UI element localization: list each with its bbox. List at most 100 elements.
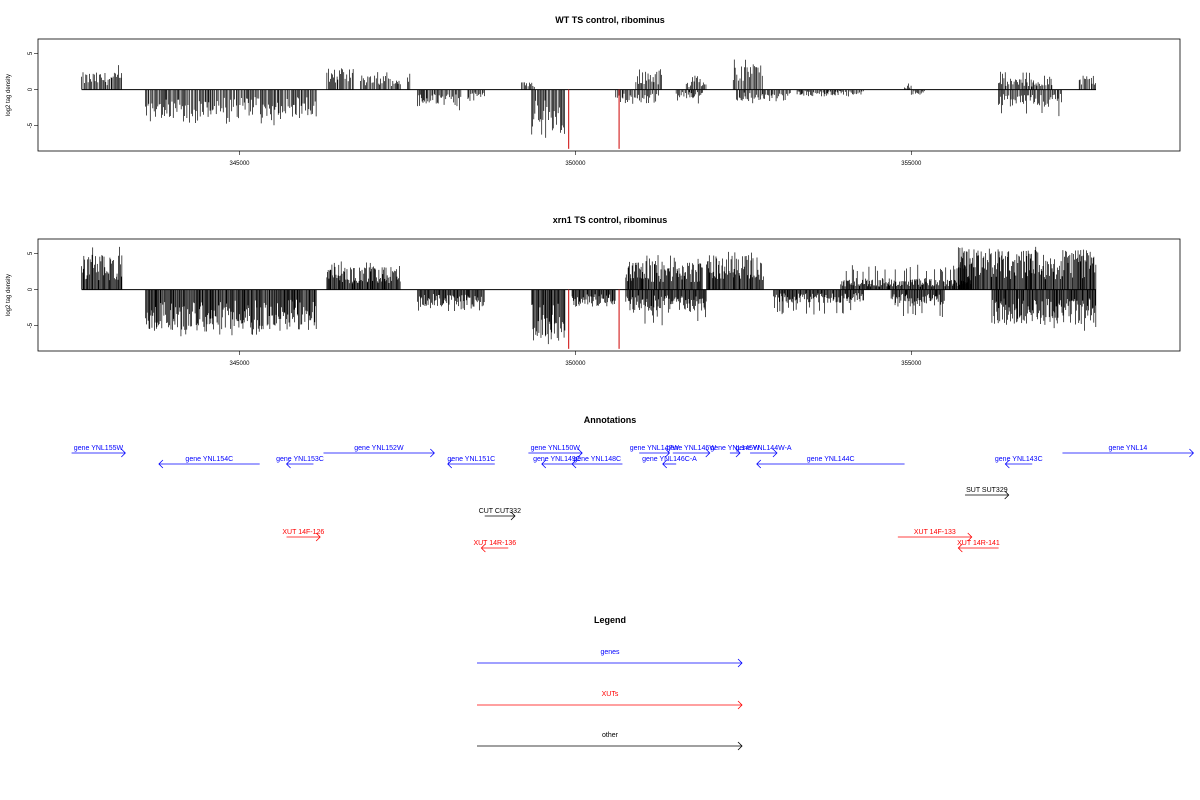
wt-panel-title: WT TS control, ribominus: [555, 15, 665, 25]
arrow-head: [480, 543, 486, 553]
annotation-feature: SUT SUT329: [965, 487, 1010, 500]
y-tick-label: 0: [28, 287, 34, 291]
y-tick-label: 5: [28, 51, 34, 55]
annotation-feature: gene YNL146C-A: [642, 456, 697, 469]
annotation-feature: gene YNL147W: [630, 445, 680, 458]
wt-track-panel: WT TS control, ribominus log2 tag densit…: [6, 15, 1181, 167]
y-tick-label: 5: [28, 251, 34, 255]
arrow-head: [705, 448, 711, 458]
annotation-feature: gene YNL144C: [756, 456, 905, 469]
legend-label: XUTs: [602, 691, 619, 698]
x-tick-label: 345000: [230, 161, 251, 167]
annotation-feature: gene YNL145W: [710, 445, 760, 458]
feature-label: gene YNL144C: [807, 456, 855, 463]
density-bars: [81, 246, 1097, 345]
legend-label: genes: [600, 649, 620, 656]
arrow-head: [737, 658, 743, 668]
legend-title: Legend: [594, 615, 626, 625]
arrow-head: [737, 741, 743, 751]
feature-label: gene YNL145W: [710, 445, 760, 452]
feature-label: gene YNL153C: [276, 456, 324, 463]
feature-label: gene YNL149C: [533, 456, 581, 463]
arrow-head: [158, 459, 164, 469]
density-bars: [81, 59, 1096, 138]
arrow-head: [662, 459, 668, 469]
feature-label: gene YNL155W: [74, 445, 124, 452]
arrow-head: [285, 459, 291, 469]
feature-label: XUT 14F-126: [282, 529, 324, 536]
arrow-head: [510, 511, 516, 521]
x-tick-label: 350000: [565, 161, 586, 167]
annotation-feature: CUT CUT332: [479, 508, 521, 521]
y-tick-label: -5: [28, 322, 34, 328]
feature-label: gene YNL143C: [995, 456, 1043, 463]
x-tick-label: 345000: [230, 361, 251, 367]
feature-label: CUT CUT332: [479, 508, 521, 515]
annotation-feature: gene YNL155W: [71, 445, 126, 458]
feature-label: gene YNL152W: [354, 445, 404, 452]
feature-label: gene YNL14: [1109, 445, 1148, 452]
feature-label: gene YNL154C: [185, 456, 233, 463]
annotation-feature: gene YNL148C: [571, 456, 623, 469]
xrn1-track-panel: xrn1 TS control, ribominus log2 tag dens…: [6, 215, 1181, 367]
x-tick-label: 355000: [901, 161, 922, 167]
annotation-feature: XUT 14R-136: [473, 540, 516, 553]
legend-item: genes: [477, 649, 743, 668]
y-tick-label: -5: [28, 122, 34, 128]
legend-item: XUTs: [477, 691, 743, 710]
arrow-head: [430, 448, 435, 458]
feature-label: gene YNL146C-A: [642, 456, 697, 463]
arrow-head: [571, 459, 577, 469]
arrow-head: [121, 448, 126, 458]
feature-label: gene YNL148C: [573, 456, 621, 463]
annotation-feature: XUT 14F-133: [897, 529, 973, 542]
feature-label: gene YNL150W: [531, 445, 581, 452]
arrow-head: [665, 448, 671, 458]
annotation-feature: XUT 14F-126: [282, 529, 324, 542]
x-tick-label: 350000: [565, 361, 586, 367]
x-tick-label: 355000: [901, 361, 922, 367]
arrow-head: [735, 448, 741, 458]
plot-frame: [37, 38, 1181, 152]
xrn1-panel-title: xrn1 TS control, ribominus: [553, 215, 668, 225]
feature-label: SUT SUT329: [966, 487, 1008, 494]
y-tick-label: 0: [28, 87, 34, 91]
annotation-feature: XUT 14R-141: [957, 540, 1000, 553]
feature-label: XUT 14R-141: [957, 540, 1000, 547]
annotation-feature: gene YNL152W: [323, 445, 435, 458]
annotation-feature: gene YNL14: [1062, 445, 1195, 458]
annotation-feature: gene YNL146W: [667, 445, 717, 458]
feature-label: gene YNL146W: [667, 445, 717, 452]
annotation-feature: gene YNL144W-A: [735, 445, 792, 458]
legend-panel: Legend genes XUTs other: [477, 615, 743, 751]
feature-label: XUT 14F-133: [914, 529, 956, 536]
annotation-feature: gene YNL154C: [158, 456, 260, 469]
feature-label: XUT 14R-136: [473, 540, 516, 547]
annotation-feature: gene YNL150W: [528, 445, 583, 458]
annotation-feature: gene YNL143C: [995, 456, 1043, 469]
plot-frame: [37, 238, 1181, 352]
annotations-panel: Annotations gene YNL155W gene YNL154C gene…: [71, 415, 1195, 553]
arrow-head: [447, 459, 453, 469]
arrow-head: [967, 532, 973, 542]
annotations-title: Annotations: [584, 415, 637, 425]
arrow-head: [737, 700, 743, 710]
arrow-head: [1004, 490, 1010, 500]
legend-label: other: [602, 732, 619, 739]
arrow-head: [1004, 459, 1010, 469]
legend-item: other: [477, 732, 743, 751]
arrow-head: [541, 459, 547, 469]
arrow-head: [756, 459, 762, 469]
annotation-feature: gene YNL149C: [533, 456, 581, 469]
arrow-head: [577, 448, 583, 458]
wt-y-axis-label: log2 tag density: [6, 74, 12, 116]
feature-label: gene YNL151C: [447, 456, 495, 463]
annotation-feature: gene YNL151C: [447, 456, 495, 469]
annotation-feature: gene YNL153C: [276, 456, 324, 469]
xrn1-y-axis-label: log2 tag density: [6, 274, 12, 316]
arrow-head: [772, 448, 778, 458]
arrow-head: [957, 543, 963, 553]
feature-label: gene YNL147W: [630, 445, 680, 452]
feature-label: gene YNL144W-A: [735, 445, 791, 452]
